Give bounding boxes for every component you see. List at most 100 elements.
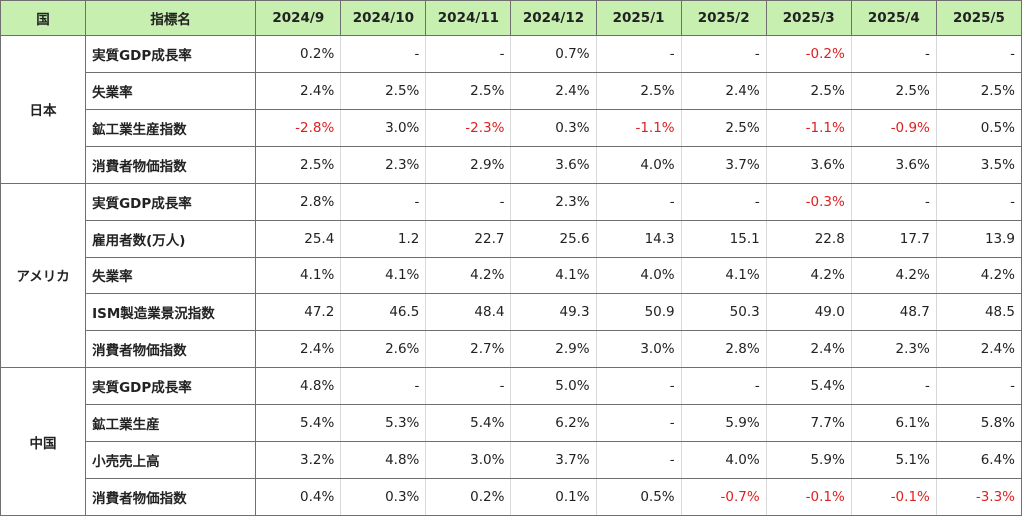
table-body: 日本 実質GDP成長率 0.2% - -0.7% - - -0.2% - - 失業率 2.4% 2.5%… xyxy=(0,35,1023,516)
value-cell: 48.4 xyxy=(425,293,512,332)
table-row: 消費者物価指数 0.4% 0.3% 0.2% 0.1% 0.5% -0.7% -0.1% -0.… xyxy=(1,478,1023,516)
value-cell: 14.3 xyxy=(595,219,682,258)
value-cell: 49.3 xyxy=(510,293,597,332)
table-header: 国 指標名 2024/9 2024/10 2024/11 2024/12 2025/1 2… xyxy=(0,0,1023,36)
value-cell: 0.2% xyxy=(425,478,512,516)
value-cell: 4.8% xyxy=(340,441,427,480)
indicator-cell: 消費者物価指数 xyxy=(85,478,257,516)
value-cell: - xyxy=(340,367,427,406)
value-cell: 2.5% xyxy=(255,145,342,184)
value-cell: -1.1% xyxy=(765,108,852,147)
value-cell: - xyxy=(340,182,427,221)
value-cell: 0.4% xyxy=(255,478,342,516)
value-cell: 0.1% xyxy=(510,478,597,516)
header-month: 2025/3 xyxy=(765,0,852,36)
header-month: 2024/9 xyxy=(255,0,342,36)
country-cell: 日本 xyxy=(0,35,87,184)
value-cell: 5.4% xyxy=(425,404,512,443)
value-cell: 6.4% xyxy=(935,441,1023,480)
value-cell: - xyxy=(595,182,682,221)
indicator-cell: 消費者物価指数 xyxy=(85,330,257,369)
value-cell: 3.0% xyxy=(595,330,682,369)
table-row: 日本 実質GDP成長率 0.2% - -0.7% - - -0.2% - - xyxy=(0,35,1023,184)
value-cell: 4.2% xyxy=(850,256,937,295)
value-cell: 2.5% xyxy=(765,71,852,110)
value-cell: -0.2% xyxy=(765,35,852,73)
value-cell: - xyxy=(595,367,682,406)
value-cell: 4.0% xyxy=(680,441,767,480)
value-cell: 50.3 xyxy=(680,293,767,332)
value-cell: 2.6% xyxy=(340,330,427,369)
value-cell: 4.1% xyxy=(510,256,597,295)
value-cell: 2.3% xyxy=(510,182,597,221)
value-cell: 2.5% xyxy=(595,71,682,110)
value-cell: 5.4% xyxy=(255,404,342,443)
table-row: 消費者物価指数 2.5% 2.3% 2.9% 3.6% 4.0% 3.7% 3.6% 3.6% 3… xyxy=(1,145,1023,184)
value-cell: - xyxy=(425,367,512,406)
value-cell: 7.7% xyxy=(765,404,852,443)
value-cell: 2.5% xyxy=(425,71,512,110)
value-cell: 22.8 xyxy=(765,219,852,258)
value-cell: 0.3% xyxy=(510,108,597,147)
indicator-cell: 失業率 xyxy=(85,71,257,110)
value-cell: - xyxy=(595,441,682,480)
indicator-cell: 小売売上高 xyxy=(85,441,257,480)
value-cell: 25.4 xyxy=(255,219,342,258)
indicator-cell: 実質GDP成長率 xyxy=(85,35,257,73)
value-cell: 4.2% xyxy=(425,256,512,295)
value-cell: 5.1% xyxy=(850,441,937,480)
value-cell: 25.6 xyxy=(510,219,597,258)
value-cell: 0.2% xyxy=(255,35,342,73)
header-indicator: 指標名 xyxy=(85,0,257,36)
table-row: 小売売上高 3.2% 4.8% 3.0% 3.7% -4.0% 5.9% 5.1% 6.4% xyxy=(1,441,1023,480)
value-cell: 3.7% xyxy=(680,145,767,184)
value-cell: 4.1% xyxy=(340,256,427,295)
value-cell: 3.6% xyxy=(510,145,597,184)
value-cell: 6.2% xyxy=(510,404,597,443)
value-cell: 4.8% xyxy=(255,367,342,406)
value-cell: 2.5% xyxy=(935,71,1023,110)
value-cell: 2.5% xyxy=(850,71,937,110)
value-cell: 3.2% xyxy=(255,441,342,480)
table-row: 消費者物価指数 2.4% 2.6% 2.7% 2.9% 3.0% 2.8% 2.4% 2.3% 2… xyxy=(1,330,1023,369)
indicator-cell: 雇用者数(万人) xyxy=(85,219,257,258)
value-cell: 2.5% xyxy=(340,71,427,110)
value-cell: - xyxy=(850,182,937,221)
value-cell: -0.9% xyxy=(850,108,937,147)
value-cell: 3.0% xyxy=(340,108,427,147)
value-cell: 2.7% xyxy=(425,330,512,369)
value-cell: 2.4% xyxy=(510,71,597,110)
value-cell: 2.9% xyxy=(425,145,512,184)
value-cell: - xyxy=(680,182,767,221)
country-cell: アメリカ xyxy=(0,182,87,369)
value-cell: 22.7 xyxy=(425,219,512,258)
table-row: 中国 実質GDP成長率 4.8% - -5.0% - -5.4% - - xyxy=(0,367,1023,516)
value-cell: 48.5 xyxy=(935,293,1023,332)
value-cell: 4.0% xyxy=(595,145,682,184)
value-cell: - xyxy=(595,404,682,443)
value-cell: - xyxy=(935,35,1023,73)
value-cell: 5.9% xyxy=(680,404,767,443)
value-cell: 0.5% xyxy=(595,478,682,516)
value-cell: 5.9% xyxy=(765,441,852,480)
value-cell: - xyxy=(850,35,937,73)
header-month: 2025/1 xyxy=(595,0,682,36)
table-row: アメリカ 実質GDP成長率 2.8% - -2.3% - - -0.3% - - xyxy=(0,182,1023,369)
value-cell: - xyxy=(425,35,512,73)
value-cell: 5.4% xyxy=(765,367,852,406)
value-cell: - xyxy=(425,182,512,221)
value-cell: 2.4% xyxy=(935,330,1023,369)
value-cell: - xyxy=(595,35,682,73)
value-cell: 17.7 xyxy=(850,219,937,258)
value-cell: 3.7% xyxy=(510,441,597,480)
table-row: 失業率 2.4% 2.5% 2.5% 2.4% 2.5% 2.4% 2.5% 2.5% 2.5% xyxy=(1,71,1023,110)
value-cell: 5.8% xyxy=(935,404,1023,443)
value-cell: -0.1% xyxy=(765,478,852,516)
value-cell: 6.1% xyxy=(850,404,937,443)
value-cell: 2.9% xyxy=(510,330,597,369)
value-cell: 2.8% xyxy=(680,330,767,369)
value-cell: 3.6% xyxy=(850,145,937,184)
indicator-cell: 消費者物価指数 xyxy=(85,145,257,184)
value-cell: 47.2 xyxy=(255,293,342,332)
indicator-cell: ISM製造業景況指数 xyxy=(85,293,257,332)
